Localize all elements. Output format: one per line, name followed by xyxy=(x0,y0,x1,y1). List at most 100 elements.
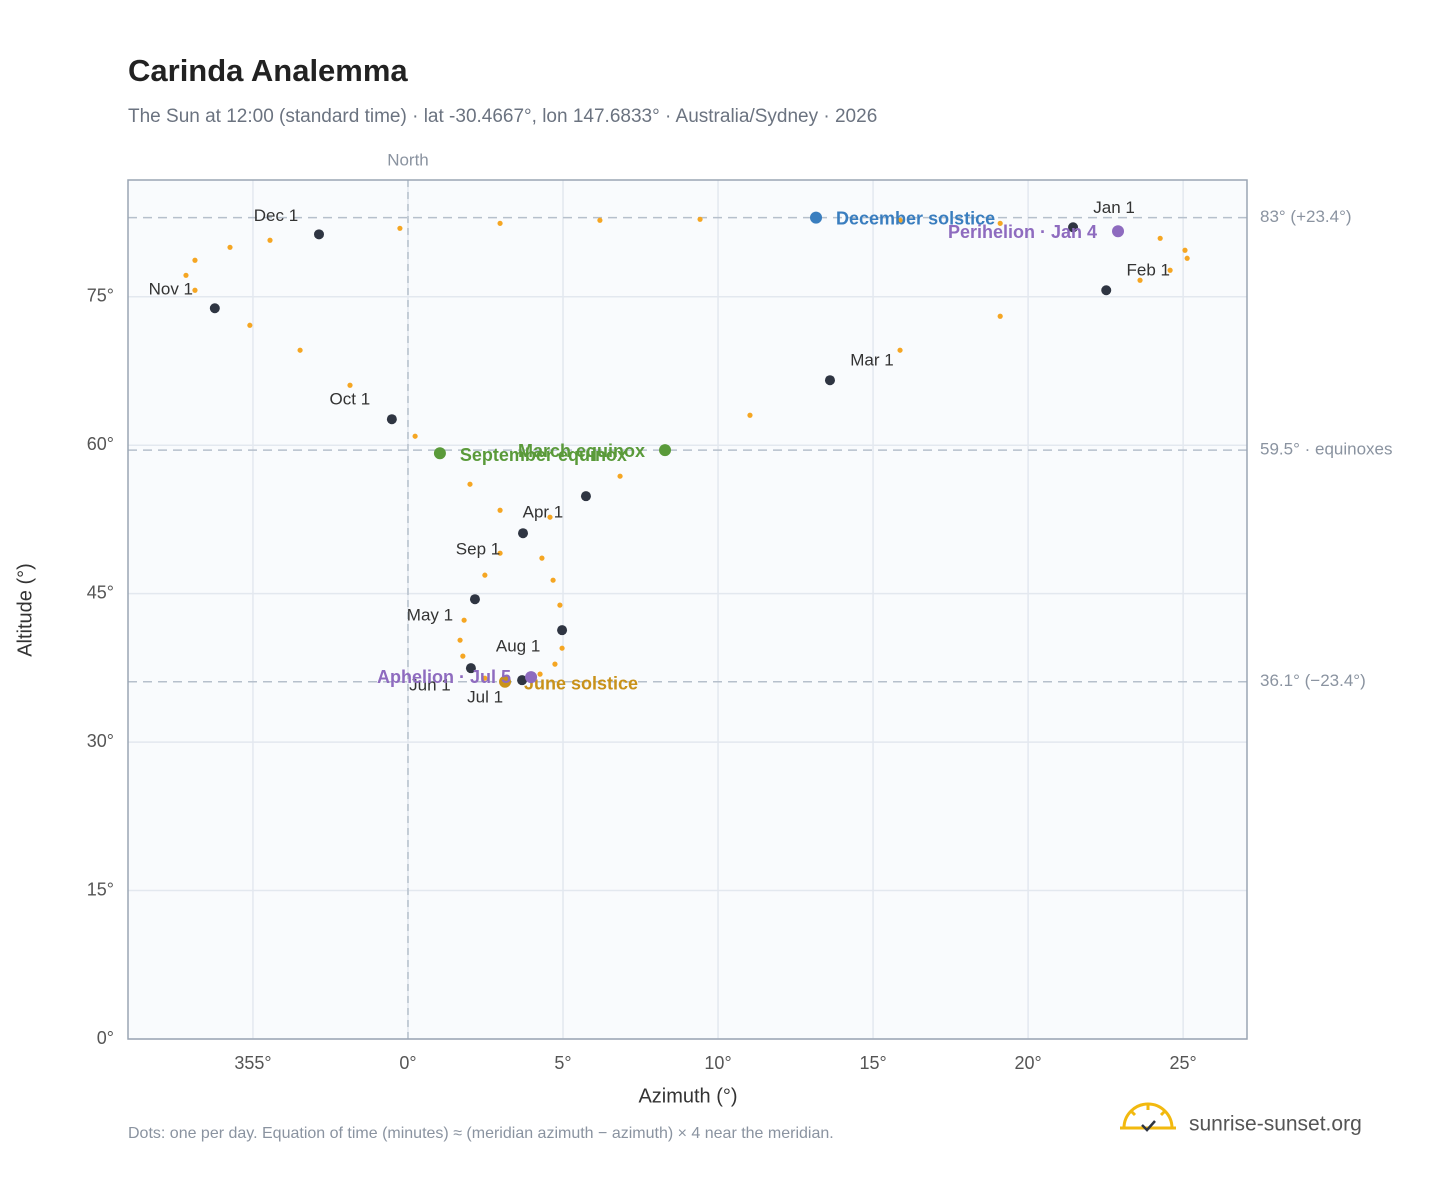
plot-area xyxy=(128,180,1247,1039)
day-dot xyxy=(552,661,558,667)
month-label: Sep 1 xyxy=(456,540,500,559)
day-dot xyxy=(557,602,563,608)
day-dot xyxy=(597,217,603,223)
month-marker xyxy=(1101,285,1112,296)
day-dot xyxy=(1167,267,1173,273)
day-dot xyxy=(297,347,303,353)
event-label: September equinox xyxy=(460,445,627,465)
event-label: June solstice xyxy=(524,673,638,693)
day-dot xyxy=(697,216,703,222)
day-dot xyxy=(347,382,353,388)
y-tick-label: 75° xyxy=(87,286,114,306)
day-dot xyxy=(460,653,466,659)
event-marker xyxy=(499,675,512,688)
month-label: Mar 1 xyxy=(850,351,893,370)
day-dot xyxy=(497,220,503,226)
y-tick-label: 30° xyxy=(87,731,114,751)
day-dot xyxy=(1157,235,1163,241)
day-dot xyxy=(412,433,418,439)
reference-label: 36.1° (−23.4°) xyxy=(1260,671,1366,690)
chart-subtitle: The Sun at 12:00 (standard time) · lat -… xyxy=(128,106,877,127)
x-tick-label: 20° xyxy=(1014,1053,1041,1073)
chart-title: Carinda Analemma xyxy=(128,53,408,88)
day-dot xyxy=(227,244,233,250)
marks: Jan 1 Feb 1 Mar 1 Apr 1 May 1 Jun 1 Jul 1 Aug 1… xyxy=(149,198,1190,707)
month-marker xyxy=(1068,222,1079,233)
event-label: December solstice xyxy=(836,208,995,228)
day-dot xyxy=(183,272,189,278)
day-dot xyxy=(267,237,273,243)
plot-frame xyxy=(127,179,1248,1040)
y-tick-label: 0° xyxy=(97,1028,114,1048)
event-marker xyxy=(659,444,672,457)
day-dot xyxy=(482,675,488,681)
event-marker xyxy=(1112,225,1125,238)
day-dot xyxy=(461,617,467,623)
month-marker xyxy=(469,594,480,605)
day-dot xyxy=(617,473,623,479)
day-dot xyxy=(550,577,556,583)
event-label: Aphelion · Jul 5 xyxy=(377,667,511,687)
x-tick-label: 5° xyxy=(554,1053,571,1073)
month-label: Jun 1 xyxy=(409,676,451,695)
month-marker xyxy=(386,414,397,425)
month-label: Aug 1 xyxy=(496,637,540,656)
x-axis-label: Azimuth (°) xyxy=(638,1085,737,1107)
month-marker xyxy=(518,528,529,539)
month-marker xyxy=(824,375,835,386)
month-marker xyxy=(517,675,528,686)
month-marker xyxy=(465,663,476,674)
grid xyxy=(128,180,1247,1040)
month-marker xyxy=(557,625,568,636)
month-label: Jul 1 xyxy=(467,688,503,707)
x-tick-label: 25° xyxy=(1170,1053,1197,1073)
day-dot xyxy=(497,550,503,556)
month-marker xyxy=(209,303,220,314)
day-dot xyxy=(457,637,463,643)
month-label: Apr 1 xyxy=(523,503,564,522)
month-label: Nov 1 xyxy=(149,280,193,299)
event-label: March equinox xyxy=(518,441,645,461)
month-marker xyxy=(580,491,591,502)
x-tick-label: 10° xyxy=(704,1053,731,1073)
y-tick-label: 15° xyxy=(87,879,114,899)
day-dot xyxy=(897,347,903,353)
month-label: Feb 1 xyxy=(1126,261,1169,280)
reference-label: 59.5° · equinoxes xyxy=(1260,440,1393,459)
day-dot xyxy=(482,572,488,578)
day-dot xyxy=(192,287,198,293)
month-label: Dec 1 xyxy=(254,206,298,225)
event-marker xyxy=(810,211,823,224)
event-marker xyxy=(525,671,538,684)
day-dot xyxy=(997,313,1003,319)
day-dot xyxy=(897,217,903,223)
x-tick-label: 355° xyxy=(234,1053,271,1073)
x-tick-label: 0° xyxy=(399,1053,416,1073)
month-label: Oct 1 xyxy=(330,390,371,409)
brand: sunrise-sunset.org xyxy=(1189,1113,1362,1136)
day-dot xyxy=(497,507,503,513)
day-dot xyxy=(559,645,565,651)
day-dot xyxy=(997,220,1003,226)
y-axis-label: Altitude (°) xyxy=(14,563,36,657)
reference-label: 83° (+23.4°) xyxy=(1260,207,1352,226)
day-dot xyxy=(397,225,403,231)
month-label: May 1 xyxy=(407,606,453,625)
day-dot xyxy=(467,481,473,487)
y-tick-label: 45° xyxy=(87,582,114,602)
day-dot xyxy=(539,555,545,561)
y-tick-label: 60° xyxy=(87,434,114,454)
day-dot xyxy=(192,257,198,263)
meridian-label: North xyxy=(387,150,429,169)
event-label: Perihelion · Jan 4 xyxy=(948,222,1097,242)
day-dot xyxy=(1184,255,1190,261)
x-tick-label: 15° xyxy=(859,1053,886,1073)
day-dot xyxy=(1137,277,1143,283)
event-marker xyxy=(433,447,446,460)
day-dot xyxy=(747,412,753,418)
brand-logo xyxy=(1120,1102,1176,1132)
day-dot xyxy=(247,322,253,328)
month-label: Jan 1 xyxy=(1093,198,1135,217)
footnote: Dots: one per day. Equation of time (min… xyxy=(128,1125,834,1142)
